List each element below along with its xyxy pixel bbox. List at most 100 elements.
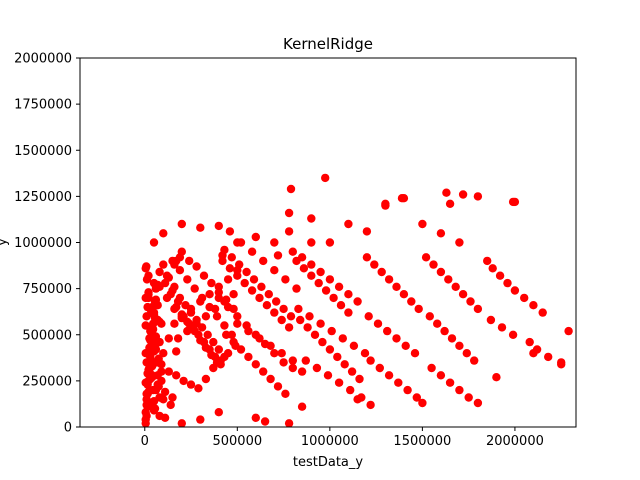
x-tick-label: 0 [141, 434, 149, 449]
data-point [157, 319, 166, 328]
data-point [247, 286, 257, 295]
data-point [142, 411, 151, 421]
y-tick-label: 250000 [22, 374, 72, 389]
data-point [214, 221, 223, 231]
data-point [288, 247, 297, 256]
data-point [223, 275, 233, 284]
x-tick-label: 500000 [212, 434, 262, 449]
data-point [464, 393, 473, 402]
data-point [270, 266, 279, 275]
data-point [403, 385, 412, 395]
data-point [288, 356, 297, 365]
data-point [233, 319, 242, 328]
data-point [203, 330, 212, 339]
y-tick-label: 1000000 [14, 236, 72, 251]
y-axis-label: y [0, 238, 10, 246]
data-point [473, 304, 483, 314]
x-tick-label: 1000000 [301, 434, 359, 449]
data-point [440, 326, 449, 336]
data-point [179, 376, 188, 386]
data-point [199, 271, 209, 280]
data-point [334, 282, 344, 291]
data-point [149, 406, 159, 415]
data-point [327, 326, 336, 336]
data-point [142, 389, 151, 398]
data-point [294, 304, 303, 314]
data-point [529, 301, 538, 310]
y-tick-label: 0 [64, 421, 72, 436]
data-point [323, 371, 333, 380]
data-point [233, 238, 242, 247]
data-point [325, 238, 335, 247]
data-point [305, 312, 314, 321]
data-point [183, 275, 192, 284]
data-point [209, 337, 218, 347]
data-point [194, 384, 203, 393]
data-point [297, 367, 307, 376]
data-point [297, 402, 307, 411]
data-point [445, 199, 455, 208]
data-point [353, 395, 362, 404]
data-point [325, 345, 335, 354]
data-point [220, 321, 229, 330]
data-point [214, 282, 223, 291]
data-point [141, 378, 150, 387]
data-point [142, 262, 151, 271]
data-point [299, 264, 309, 273]
data-point [455, 341, 464, 350]
data-point [227, 253, 236, 262]
data-point [334, 378, 344, 387]
y-tick-label: 1750000 [14, 98, 72, 113]
data-point [284, 208, 294, 218]
data-point [170, 319, 179, 328]
data-point [397, 194, 407, 203]
data-point [141, 419, 150, 428]
data-point [141, 349, 150, 358]
data-point [321, 286, 331, 295]
data-point [159, 349, 168, 358]
data-point [244, 352, 253, 362]
data-point [353, 297, 362, 306]
data-point [377, 267, 386, 277]
data-point [410, 349, 420, 358]
data-point [149, 336, 159, 345]
data-point [177, 219, 186, 229]
data-point [436, 267, 446, 277]
data-point [325, 275, 335, 284]
data-point [297, 253, 307, 262]
data-point [225, 264, 235, 273]
data-point [259, 367, 268, 376]
data-point [486, 315, 496, 325]
data-point [260, 417, 270, 426]
data-point [223, 349, 233, 358]
data-point [321, 173, 330, 183]
data-point [190, 284, 199, 293]
data-point [483, 256, 492, 266]
data-point [407, 297, 416, 306]
data-point [445, 378, 455, 387]
data-point [273, 382, 283, 391]
data-point [284, 323, 294, 332]
data-point [185, 256, 194, 266]
data-point [229, 290, 238, 299]
data-point [270, 308, 279, 317]
data-point [175, 293, 185, 303]
data-point [240, 278, 249, 288]
data-point [401, 341, 410, 350]
data-point [312, 363, 322, 373]
data-point [303, 323, 312, 332]
data-point [233, 312, 242, 321]
data-point [266, 341, 275, 350]
data-point [146, 398, 155, 408]
data-point [381, 199, 390, 208]
data-point [153, 380, 162, 389]
data-point [316, 319, 325, 328]
data-point [316, 267, 325, 277]
scatter-points [141, 173, 573, 428]
data-point [462, 349, 471, 358]
data-point [338, 334, 347, 343]
data-point [510, 286, 520, 295]
data-point [346, 385, 355, 395]
data-point [196, 223, 205, 232]
data-point [192, 319, 201, 328]
